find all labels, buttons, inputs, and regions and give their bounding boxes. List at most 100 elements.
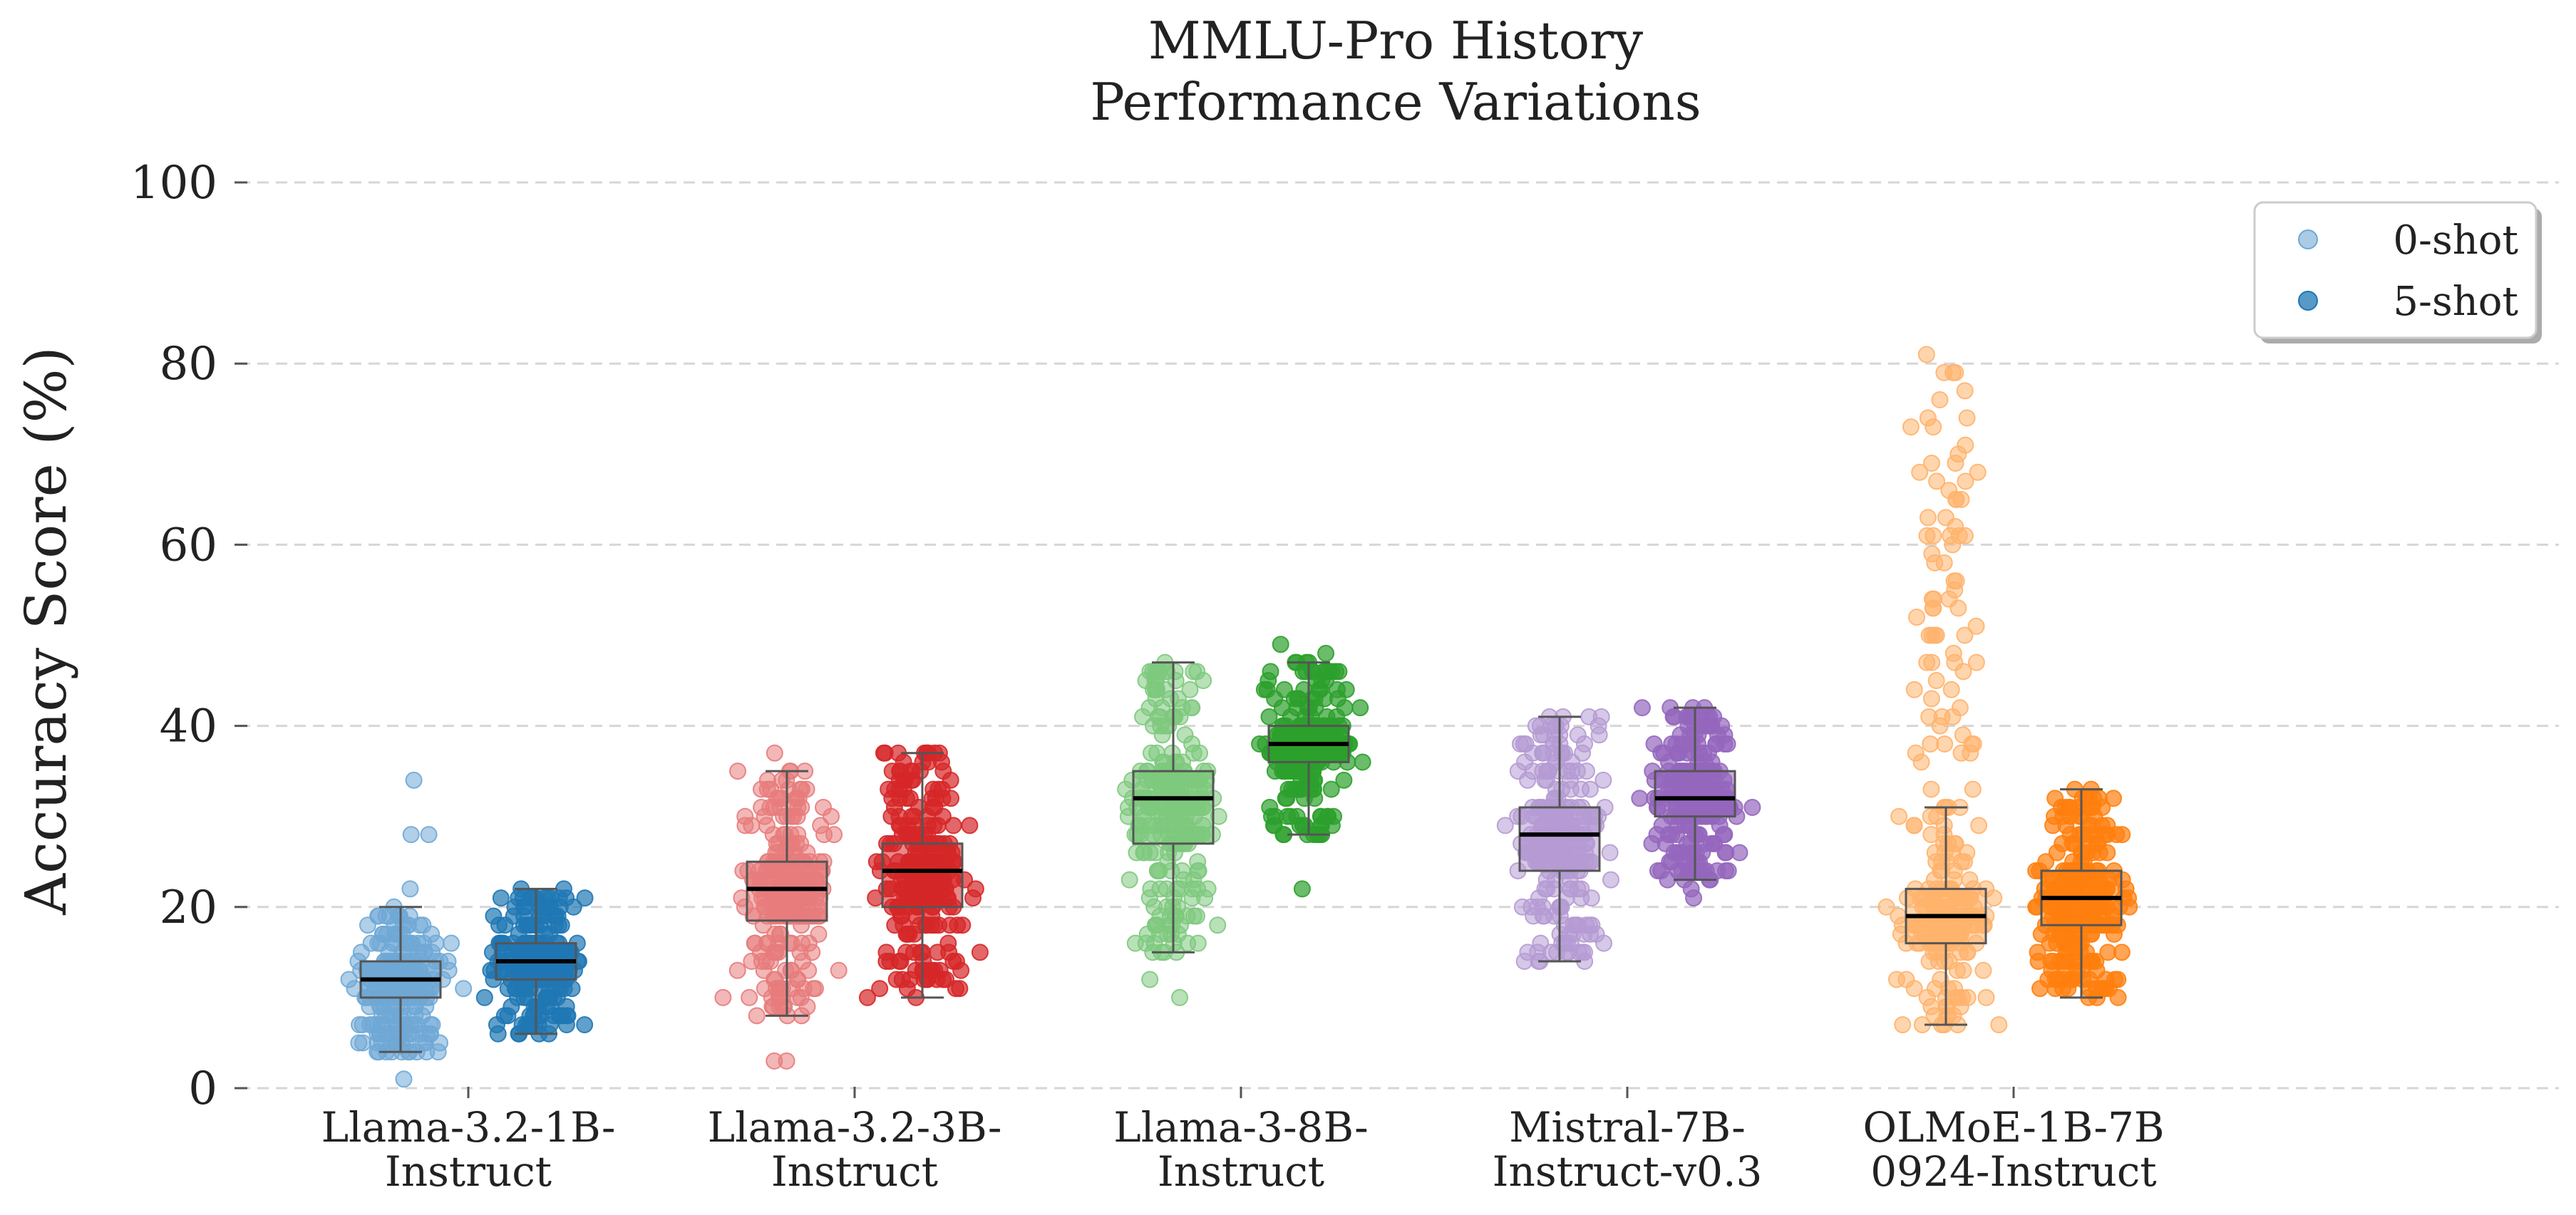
point-4-0 <box>1944 708 1962 725</box>
point-0-1 <box>538 988 556 1006</box>
point-0-0 <box>399 916 417 934</box>
point-3-0 <box>1594 771 1612 789</box>
point-2-1 <box>1262 663 1279 681</box>
point-3-1 <box>1705 708 1723 725</box>
point-2-0 <box>1171 988 1189 1006</box>
point-4-1 <box>2087 953 2105 971</box>
box-body <box>746 860 828 922</box>
point-4-0 <box>1942 527 1959 544</box>
point-4-0 <box>1911 463 1929 481</box>
point-1-1 <box>925 817 943 834</box>
point-4-0 <box>1967 617 1985 635</box>
point-3-0 <box>1525 907 1542 925</box>
point-0-0 <box>354 1016 371 1034</box>
point-3-1 <box>1643 834 1661 852</box>
point-1-0 <box>757 953 775 971</box>
point-1-1 <box>951 980 969 998</box>
point-1-0 <box>823 807 840 825</box>
y-axis: 0 20 40 60 80 100 <box>130 157 247 1115</box>
y-tick-label-80: 80 <box>160 338 217 391</box>
point-4-0 <box>1947 455 1964 472</box>
point-1-0 <box>741 988 758 1006</box>
point-4-0 <box>1922 735 1939 753</box>
point-2-1 <box>1322 780 1340 798</box>
box-2-0 <box>1132 661 1215 953</box>
point-3-0 <box>1552 898 1570 916</box>
point-4-0 <box>1907 744 1925 762</box>
box-body <box>881 842 964 909</box>
point-1-1 <box>901 971 919 988</box>
point-4-0 <box>1928 472 1946 490</box>
point-2-0 <box>1142 744 1160 762</box>
point-4-0 <box>1974 961 1992 979</box>
box-body <box>1518 806 1601 872</box>
x-tick-label-4-0: OLMoE-1B-7B <box>1863 1103 2164 1152</box>
point-3-0 <box>1530 889 1547 907</box>
point-2-0 <box>1209 916 1227 934</box>
point-0-1 <box>515 916 532 934</box>
point-0-1 <box>541 1016 559 1034</box>
point-0-1 <box>514 889 532 907</box>
point-0-1 <box>516 980 534 998</box>
point-2-1 <box>1275 681 1293 698</box>
point-3-0 <box>1542 717 1560 735</box>
point-4-0 <box>1920 708 1938 725</box>
point-4-0 <box>1958 844 1976 862</box>
point-2-1 <box>1260 708 1278 725</box>
point-4-1 <box>2097 980 2115 998</box>
point-3-0 <box>1602 871 1619 889</box>
point-0-0 <box>359 916 376 934</box>
point-1-1 <box>883 762 901 780</box>
point-4-1 <box>2046 790 2064 807</box>
point-2-1 <box>1354 753 1371 771</box>
point-1-1 <box>890 817 908 834</box>
point-4-0 <box>1934 943 1952 961</box>
y-tick-label-40: 40 <box>160 700 217 753</box>
point-4-0 <box>1954 663 1972 681</box>
box-3-1 <box>1654 706 1736 881</box>
point-3-0 <box>1561 925 1579 943</box>
point-4-0 <box>1922 780 1940 798</box>
point-2-1 <box>1293 880 1311 898</box>
point-0-0 <box>443 934 460 952</box>
point-2-1 <box>1310 681 1328 698</box>
legend-label-5-shot: 5-shot <box>2393 279 2518 325</box>
x-tick-label-3-1: Instruct-v0.3 <box>1493 1147 1763 1196</box>
point-4-0 <box>1990 1016 2008 1034</box>
box-0-1 <box>495 887 577 1035</box>
legend-marker-0-shot <box>2298 229 2318 249</box>
box-2-1 <box>1267 661 1350 836</box>
box-4-0 <box>1905 806 1987 1026</box>
x-tick-label-2-0: Llama-3-8B- <box>1113 1103 1369 1152</box>
point-2-1 <box>1335 771 1353 789</box>
point-2-0 <box>1181 681 1199 698</box>
y-tick-label-100: 100 <box>130 157 217 210</box>
point-2-0 <box>1183 735 1201 753</box>
point-0-0 <box>421 1016 439 1034</box>
point-4-0 <box>1905 681 1923 698</box>
point-4-0 <box>1948 961 1966 979</box>
point-1-0 <box>729 762 747 780</box>
point-3-0 <box>1524 762 1542 780</box>
point-4-1 <box>2029 953 2047 971</box>
point-2-1 <box>1261 798 1279 816</box>
point-0-0 <box>386 1025 404 1043</box>
point-1-1 <box>912 943 929 961</box>
point-1-1 <box>923 907 941 925</box>
point-2-1 <box>1272 636 1289 653</box>
point-2-0 <box>1120 871 1138 889</box>
point-1-0 <box>766 1052 783 1070</box>
point-1-0 <box>758 817 776 834</box>
point-4-0 <box>1944 363 1962 381</box>
point-1-1 <box>949 916 967 934</box>
box-plots <box>359 661 2123 1053</box>
y-tick-label-60: 60 <box>160 519 217 572</box>
point-3-1 <box>1716 735 1733 753</box>
point-1-1 <box>877 943 895 961</box>
point-1-0 <box>830 961 847 979</box>
point-4-0 <box>1926 980 1944 998</box>
point-4-1 <box>2051 953 2068 971</box>
point-4-0 <box>1926 554 1944 572</box>
point-4-1 <box>2066 834 2083 852</box>
point-1-1 <box>929 943 947 961</box>
